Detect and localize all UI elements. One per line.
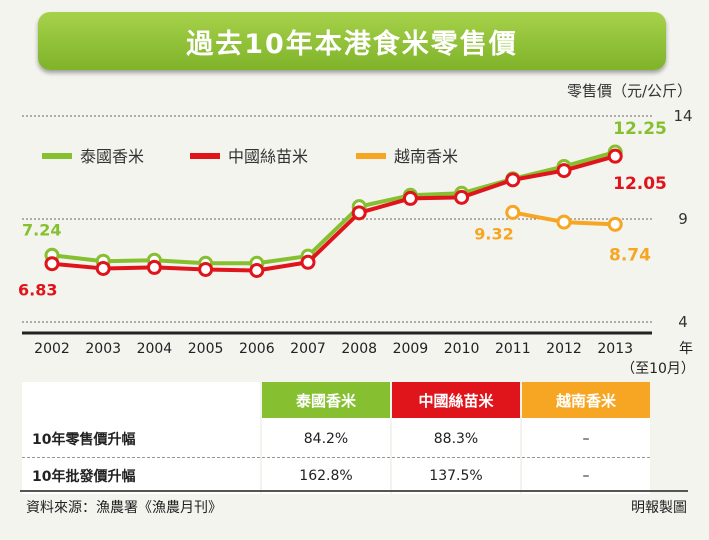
table-cell: –	[522, 457, 650, 494]
data-point	[607, 216, 623, 232]
data-label: 8.74	[609, 245, 651, 265]
footer-rule	[20, 490, 688, 492]
row-label: 10年批發價升幅	[22, 457, 260, 494]
table-corner	[22, 382, 260, 418]
series-line	[51, 150, 616, 266]
data-point	[402, 190, 418, 206]
x-tick-label: 2010	[444, 341, 480, 357]
table-header-thai: 泰國香米	[262, 382, 390, 418]
x-tick-label: 2006	[239, 341, 275, 357]
y-unit-label: 零售價（元/公斤）	[567, 82, 692, 100]
x-tick-label: 2012	[546, 341, 582, 357]
chart-title: 過去10年本港食米零售價	[186, 28, 518, 60]
data-point	[198, 261, 214, 277]
line-chart: 14 9 4 零售價（元/公斤） 泰國香米 中國絲苗米 越南香米 7.24 6.83 12.25 1…	[18, 82, 695, 377]
data-point	[300, 254, 316, 270]
table-header-viet: 越南香米	[522, 382, 650, 418]
table-cell: 84.2%	[262, 418, 390, 457]
x-tick-label: 2007	[290, 341, 326, 357]
table-cell: 137.5%	[392, 457, 520, 494]
y-tick-label: 9	[678, 210, 688, 228]
data-label: 6.83	[18, 281, 57, 300]
series-line	[51, 154, 616, 273]
legend-label: 越南香米	[394, 147, 458, 166]
legend-label: 中國絲苗米	[228, 147, 308, 166]
x-tick-label: 2002	[34, 341, 70, 357]
x-unit-label: 年	[679, 341, 693, 357]
x-tick-label: 2009	[393, 341, 429, 357]
data-point	[505, 172, 521, 188]
y-tick-label: 14	[673, 107, 692, 125]
table-header-china: 中國絲苗米	[392, 382, 520, 418]
data-point	[146, 259, 162, 275]
data-point	[556, 163, 572, 179]
x-tick-label: 2008	[341, 341, 377, 357]
data-point	[351, 205, 367, 221]
data-point	[95, 260, 111, 276]
x-tick-label: 2011	[495, 341, 531, 357]
data-label: 12.05	[613, 174, 667, 194]
table-cell: –	[522, 418, 650, 457]
summary-table: 泰國香米 中國絲苗米 越南香米 10年零售價升幅 84.2% 88.3% – 1…	[20, 382, 652, 494]
source-note: 資料來源：漁農署《漁農月刊》	[26, 500, 222, 516]
table-row: 10年批發價升幅 162.8% 137.5% –	[22, 457, 650, 494]
data-label: 9.32	[474, 224, 513, 243]
x-note-label: （至10月）	[621, 361, 695, 377]
legend-label: 泰國香米	[80, 147, 144, 166]
x-tick-label: 2004	[137, 341, 173, 357]
data-point	[454, 189, 470, 205]
x-tick-label: 2013	[597, 341, 633, 357]
data-point	[607, 148, 623, 164]
data-point	[44, 256, 60, 272]
row-label: 10年零售價升幅	[22, 418, 260, 457]
table-cell: 162.8%	[262, 457, 390, 494]
x-tick-label: 2003	[85, 341, 121, 357]
table-row: 10年零售價升幅 84.2% 88.3% –	[22, 418, 650, 457]
data-label: 7.24	[22, 220, 61, 239]
credit-note: 明報製圖	[631, 500, 687, 516]
data-point	[556, 214, 572, 230]
y-tick-label: 4	[678, 313, 688, 331]
x-tick-label: 2005	[188, 341, 224, 357]
table-cell: 88.3%	[392, 418, 520, 457]
title-banner: 過去10年本港食米零售價	[38, 12, 666, 70]
data-point	[505, 204, 521, 220]
data-label: 12.25	[613, 119, 667, 139]
data-point	[249, 263, 265, 278]
